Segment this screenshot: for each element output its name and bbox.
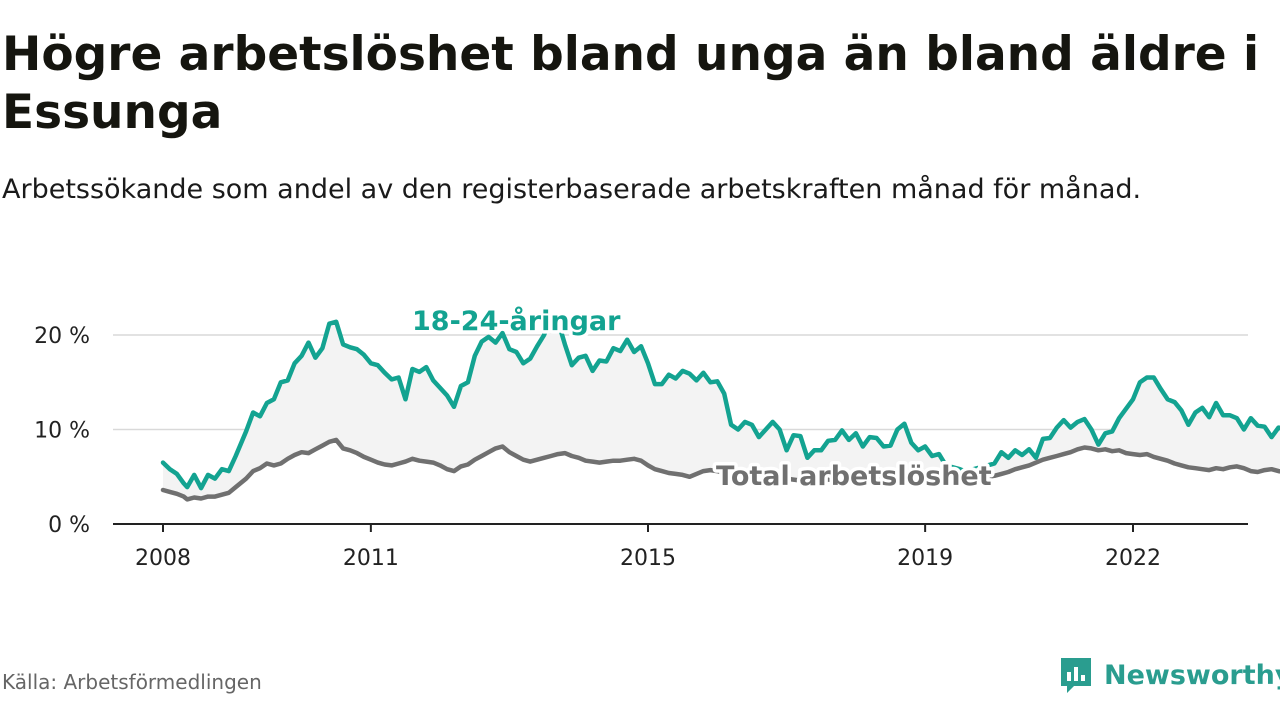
end-label-18-24: 10,8 % <box>1278 387 1280 412</box>
x-tick-label-2008: 2008 <box>135 546 191 571</box>
source-note: Källa: Arbetsförmedlingen <box>2 670 262 694</box>
newsworthy-logo[interactable]: Newsworthy <box>1058 654 1280 696</box>
line-chart: 0 %10 %20 %2008201120152019202210,8 %5,7… <box>34 302 1280 571</box>
series-label-18-24: 18-24-åringar <box>412 305 621 337</box>
x-tick-label-2015: 2015 <box>620 546 676 571</box>
series-label-total: Total arbetslöshet <box>716 461 992 492</box>
newsworthy-logo-text: Newsworthy <box>1104 659 1280 691</box>
series-line-total <box>160 437 1280 502</box>
y-tick-label-10: 10 % <box>34 419 90 444</box>
series-line-18-24 <box>160 313 1280 491</box>
chart-title: Högre arbetslöshet bland unga än bland ä… <box>2 27 1260 140</box>
y-tick-label-0: 0 % <box>48 513 90 538</box>
y-tick-label-20: 20 % <box>34 324 90 349</box>
newsworthy-logo-icon <box>1061 658 1091 693</box>
x-tick-label-2019: 2019 <box>897 546 953 571</box>
x-tick-label-2011: 2011 <box>343 546 399 571</box>
chart-subtitle: Arbetssökande som andel av den registerb… <box>2 174 1142 205</box>
x-tick-label-2022: 2022 <box>1105 546 1161 571</box>
